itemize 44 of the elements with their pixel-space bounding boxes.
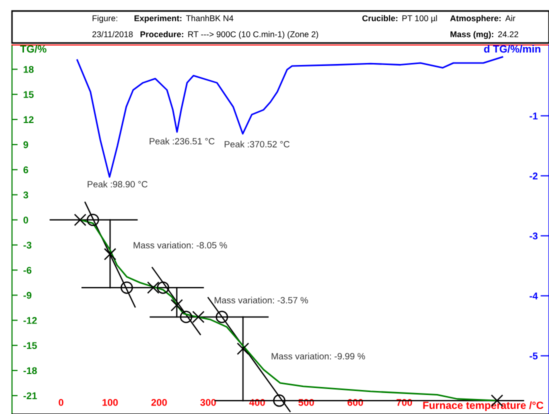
text: Procedure:: [140, 31, 184, 38]
annotation: Mass variation: -3.57 %: [214, 296, 308, 304]
x-tick-label: 200: [151, 398, 167, 406]
text: RT ---> 900C (10 C.min-1) (Zone 2): [188, 31, 318, 39]
annotation: Mass variation: -8.05 %: [134, 242, 228, 248]
y-tick-label: -9: [23, 292, 32, 299]
x-tick-label: 300: [200, 398, 216, 406]
y-tick-label: 18: [24, 66, 34, 73]
y2-tick-label: -4: [530, 292, 538, 300]
x-tick-label: 0: [58, 398, 64, 406]
text: PT 100 µl: [402, 15, 437, 23]
annotation: Peak :370.52 °C: [224, 140, 290, 148]
text: Experiment:: [134, 15, 182, 23]
y-tick-label: 3: [23, 192, 28, 198]
y2-tick-label: -3: [530, 232, 538, 240]
y-tick-label: -6: [23, 266, 32, 274]
annotation: Mass variation: -9.99 %: [272, 352, 366, 360]
text: Figure:: [92, 15, 118, 23]
y-tick-label: -3: [23, 242, 32, 249]
annotation: Peak :236.51 °C: [150, 138, 214, 144]
annotation: Peak :98.90 °C: [88, 180, 148, 188]
text: 23/11/2018: [92, 31, 133, 38]
text: Mass (mg):: [450, 31, 494, 39]
y2-axis-title: d TG/%/min: [484, 45, 540, 53]
y2-tick-label: -1: [530, 112, 538, 120]
y-tick-label: 6: [23, 166, 28, 174]
text: Atmosphere:: [450, 15, 501, 23]
y-axis-title: TG/%: [20, 45, 46, 53]
text: 24.22: [498, 31, 518, 38]
text: Air: [505, 15, 516, 22]
y-tick-label: -21: [23, 392, 37, 400]
y-tick-label: -12: [23, 317, 37, 324]
text: Crucible:: [362, 15, 398, 22]
x-axis-title: Furnace temperature /°C: [423, 401, 544, 412]
y-tick-label: 9: [23, 141, 28, 148]
y-tick-label: 15: [24, 91, 34, 98]
x-tick-label: 100: [102, 398, 118, 406]
text: ThanhBK N4: [186, 15, 234, 22]
y-tick-label: 0: [23, 216, 28, 224]
y-tick-label: -18: [23, 367, 37, 374]
y2-tick-label: -5: [530, 352, 538, 360]
y-tick-label: -15: [23, 342, 37, 350]
y-tick-label: 12: [24, 116, 34, 123]
y2-tick-label: -2: [530, 172, 538, 180]
